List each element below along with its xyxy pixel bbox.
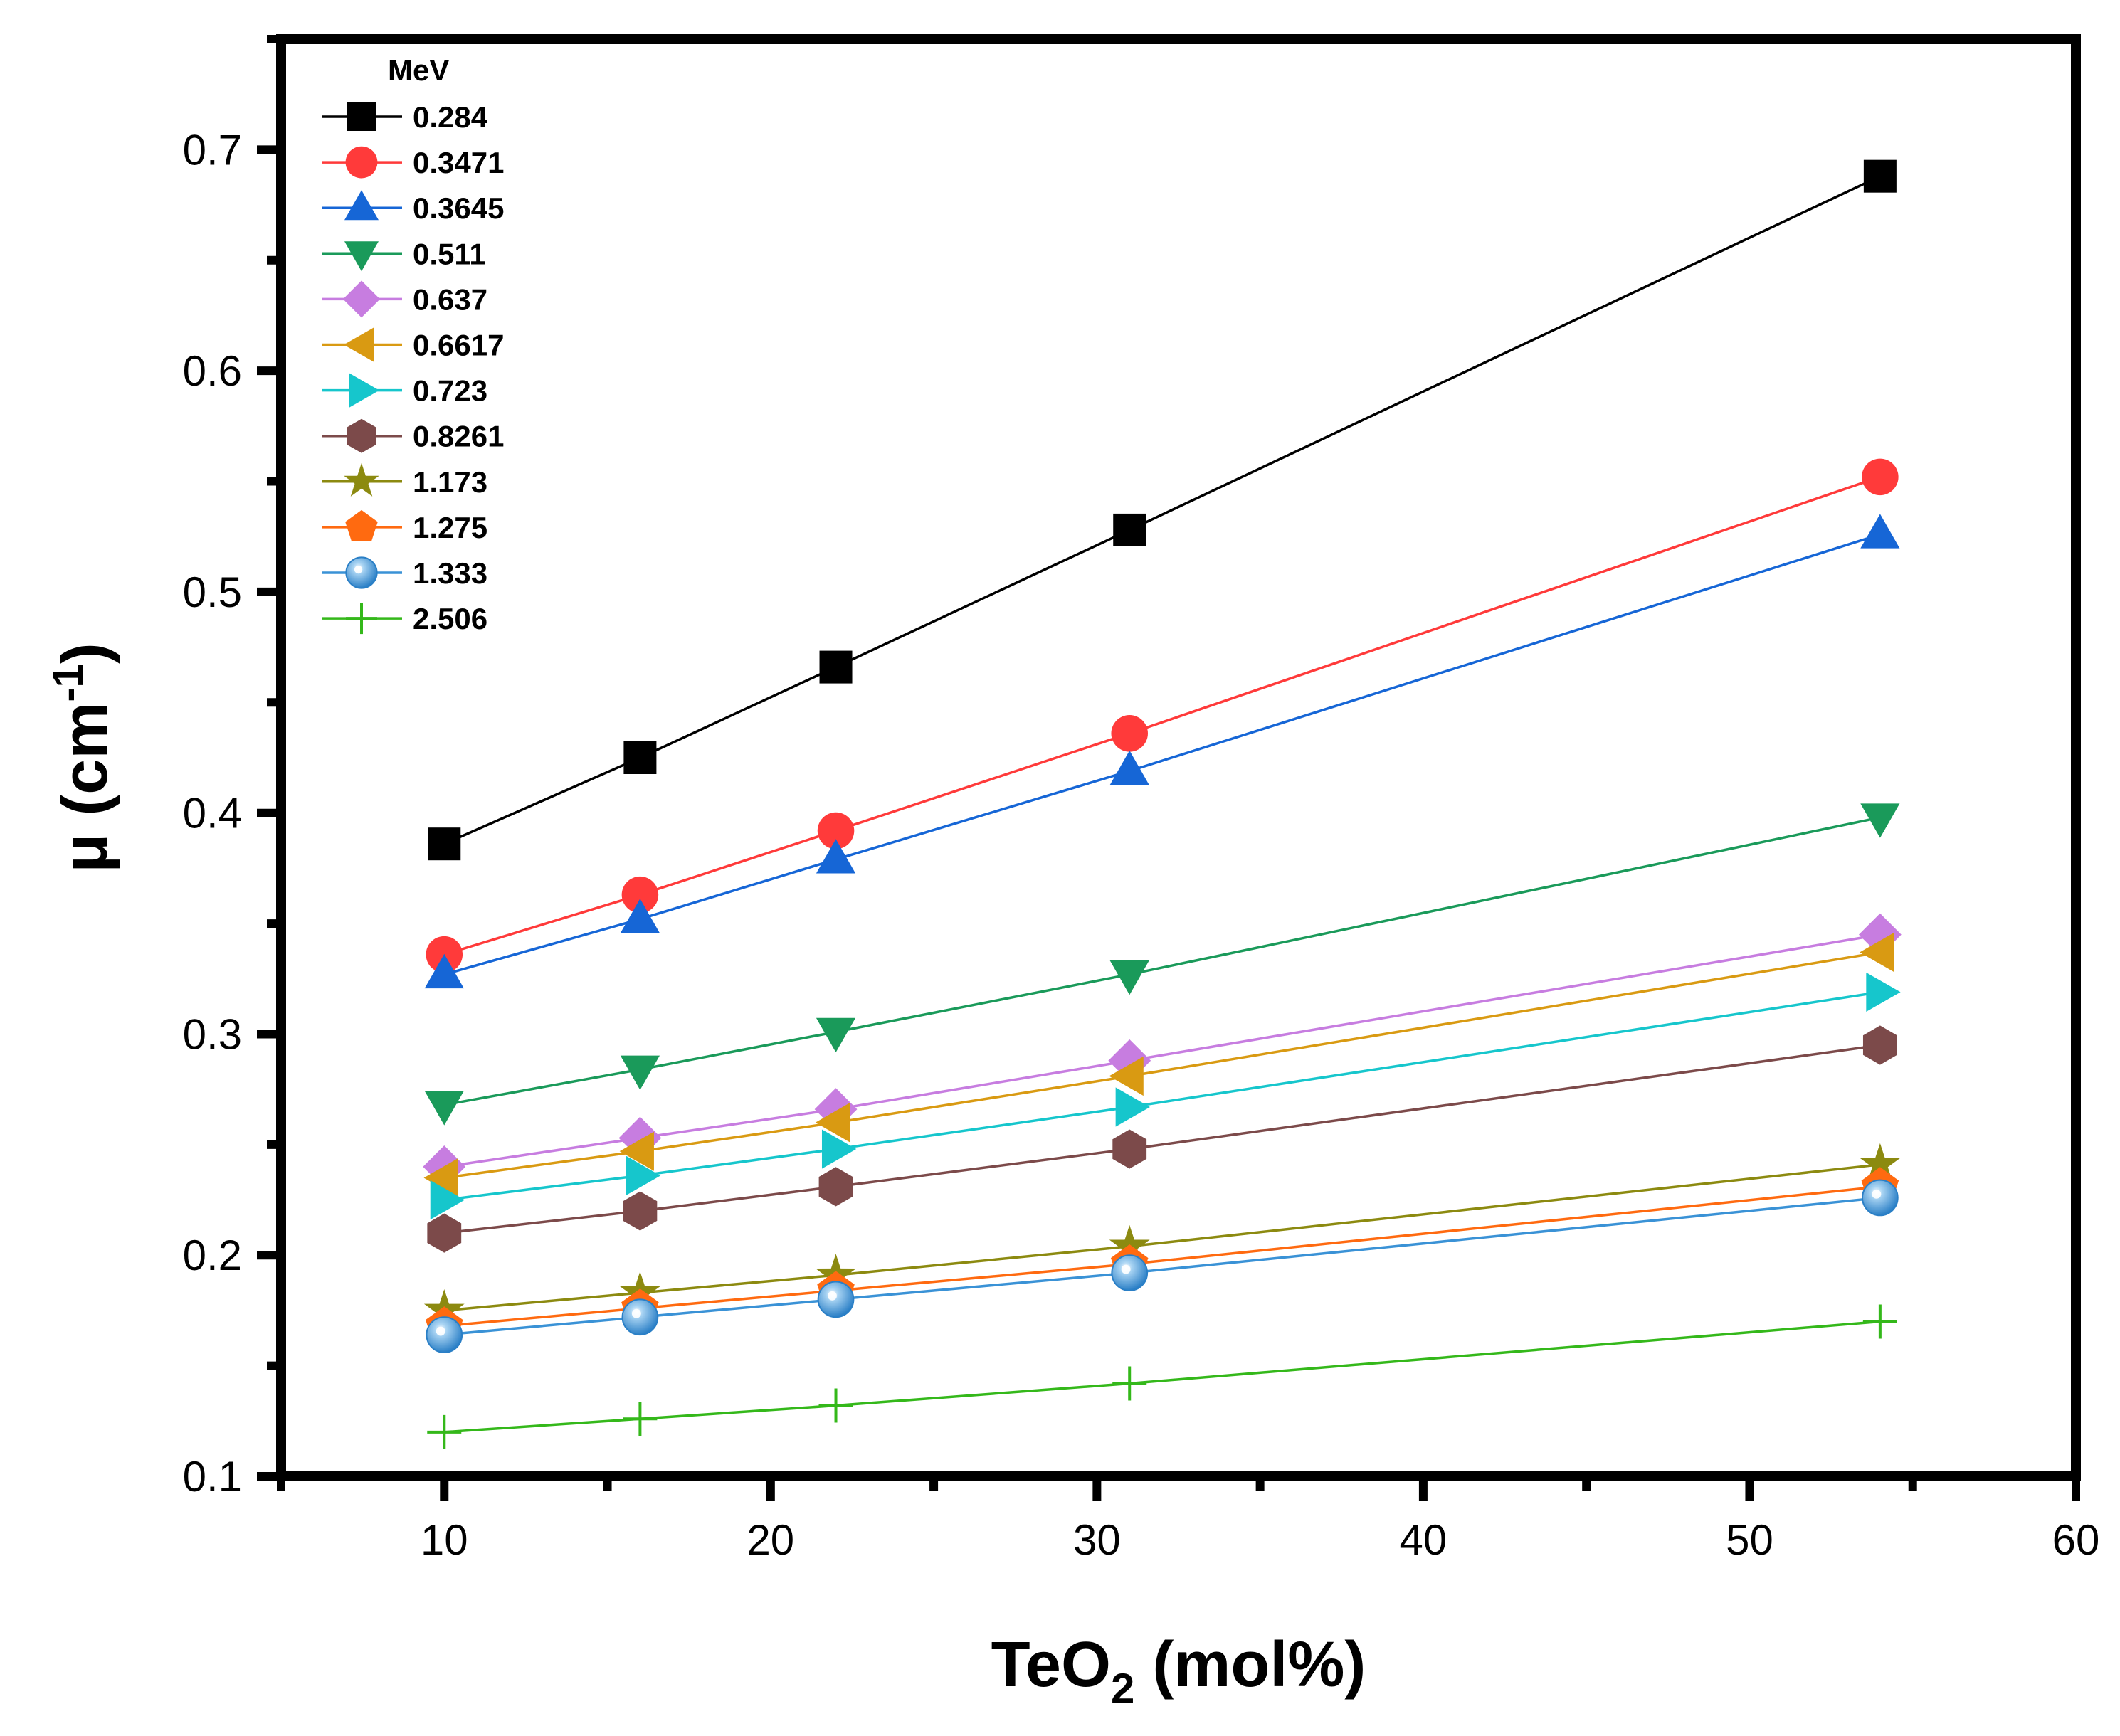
data-point-0.723	[430, 1180, 465, 1220]
plot-frame	[276, 34, 2081, 1481]
data-point-0.511	[1109, 960, 1149, 995]
series-line-0.723	[444, 990, 1881, 1202]
legend-label: 0.511	[413, 237, 486, 270]
legend-label: 0.284	[413, 100, 488, 134]
data-point-0.284	[1863, 159, 1897, 193]
data-point-0.284	[819, 650, 853, 684]
legend-label: 0.723	[413, 374, 487, 408]
legend-marker-1.173	[344, 462, 379, 497]
series-line-0.3645	[443, 533, 1881, 976]
y-tick-label: 0.6	[183, 347, 242, 395]
legend-label: 0.3645	[413, 191, 504, 225]
data-point-0.511	[620, 1055, 660, 1090]
legend-label: 0.6617	[413, 329, 504, 362]
data-point-0.6617	[1109, 1056, 1144, 1096]
legend-marker-0.6617	[344, 327, 374, 362]
y-tick-label: 0.2	[183, 1232, 242, 1279]
data-point-2.506	[623, 1402, 658, 1436]
series-line-0.284	[443, 175, 1881, 845]
data-point-0.3471	[1111, 715, 1148, 752]
data-point-0.3645	[620, 899, 660, 933]
data-point-0.284	[623, 741, 657, 774]
y-axis-title: μ (cm-1)	[44, 642, 121, 872]
data-point-2.506	[1862, 1304, 1897, 1339]
data-point-1.173	[1109, 1224, 1150, 1264]
data-point-1.333	[621, 1298, 659, 1336]
x-axis-title: TeO2 (mol%)	[991, 1629, 1366, 1713]
data-point-1.173	[1860, 1143, 1901, 1182]
data-point-0.3645	[816, 839, 856, 874]
x-tick-label: 60	[2052, 1516, 2100, 1564]
legend-label: 0.637	[413, 282, 487, 316]
data-point-0.723	[1115, 1087, 1150, 1127]
data-point-0.8261	[427, 1213, 462, 1253]
series-line-0.3471	[443, 475, 1881, 956]
legend-marker-0.511	[344, 241, 379, 272]
legend-label: 1.333	[413, 556, 487, 590]
data-point-0.8261	[1112, 1129, 1147, 1169]
series-line-1.173	[444, 1163, 1881, 1312]
series-line-0.511	[443, 816, 1881, 1106]
x-tick-label: 50	[1726, 1516, 1773, 1564]
data-point-0.284	[428, 827, 461, 861]
data-point-0.3645	[1109, 750, 1149, 785]
series-line-2.506	[444, 1320, 1881, 1434]
data-point-0.8261	[1862, 1025, 1897, 1065]
data-point-0.637	[1858, 913, 1902, 956]
data-point-2.506	[818, 1388, 853, 1423]
legend-marker-0.637	[343, 280, 380, 318]
series-line-1.333	[444, 1196, 1881, 1336]
data-point-0.6617	[815, 1103, 850, 1143]
data-point-0.723	[821, 1129, 857, 1169]
legend-marker-0.723	[349, 373, 379, 408]
legend-label: 1.173	[413, 465, 487, 499]
legend-marker-1.275	[345, 509, 378, 541]
data-point-0.511	[424, 1091, 464, 1126]
data-point-1.333	[817, 1281, 855, 1318]
data-point-0.3645	[424, 953, 464, 989]
y-tick-label: 0.3	[183, 1010, 242, 1058]
data-point-0.3471	[621, 876, 659, 914]
legend-marker-2.506	[346, 603, 377, 635]
y-tick-label: 0.1	[183, 1453, 242, 1501]
y-tick-label: 0.5	[183, 568, 242, 616]
data-point-0.511	[816, 1017, 856, 1053]
data-point-1.333	[1862, 1179, 1899, 1217]
data-point-0.3645	[1860, 514, 1900, 549]
data-point-0.284	[1113, 513, 1146, 546]
legend-title: MeV	[388, 53, 449, 87]
data-point-0.6617	[619, 1131, 654, 1171]
data-point-0.8261	[623, 1191, 658, 1231]
data-point-0.723	[626, 1155, 661, 1195]
data-point-0.6617	[423, 1158, 458, 1198]
x-tick-label: 20	[747, 1516, 794, 1564]
legend-label: 0.3471	[413, 146, 504, 179]
series-line-0.637	[444, 933, 1881, 1168]
data-point-1.333	[1111, 1254, 1149, 1291]
data-point-0.3471	[817, 812, 855, 850]
legend-label: 2.506	[413, 602, 487, 635]
legend-label: 1.275	[413, 511, 487, 544]
data-point-0.511	[1860, 803, 1900, 838]
y-tick-label: 0.7	[183, 126, 242, 174]
data-point-0.8261	[818, 1167, 853, 1207]
data-point-0.3471	[1862, 458, 1899, 496]
legend-label: 0.8261	[413, 420, 504, 453]
data-point-0.6617	[1860, 932, 1894, 973]
legend-marker-0.284	[347, 102, 376, 131]
data-point-2.506	[1112, 1366, 1147, 1401]
data-point-2.506	[427, 1414, 462, 1449]
legend-marker-0.8261	[347, 418, 376, 453]
data-point-0.637	[618, 1116, 662, 1160]
x-tick-label: 10	[421, 1516, 468, 1564]
x-tick-label: 40	[1400, 1516, 1447, 1564]
legend-marker-1.333	[345, 556, 378, 589]
legend-marker-0.3471	[345, 146, 378, 179]
data-point-0.723	[1866, 972, 1901, 1012]
legend-marker-0.3645	[344, 190, 379, 221]
data-point-1.333	[426, 1316, 463, 1353]
x-tick-label: 30	[1073, 1516, 1121, 1564]
y-tick-label: 0.4	[183, 790, 242, 837]
